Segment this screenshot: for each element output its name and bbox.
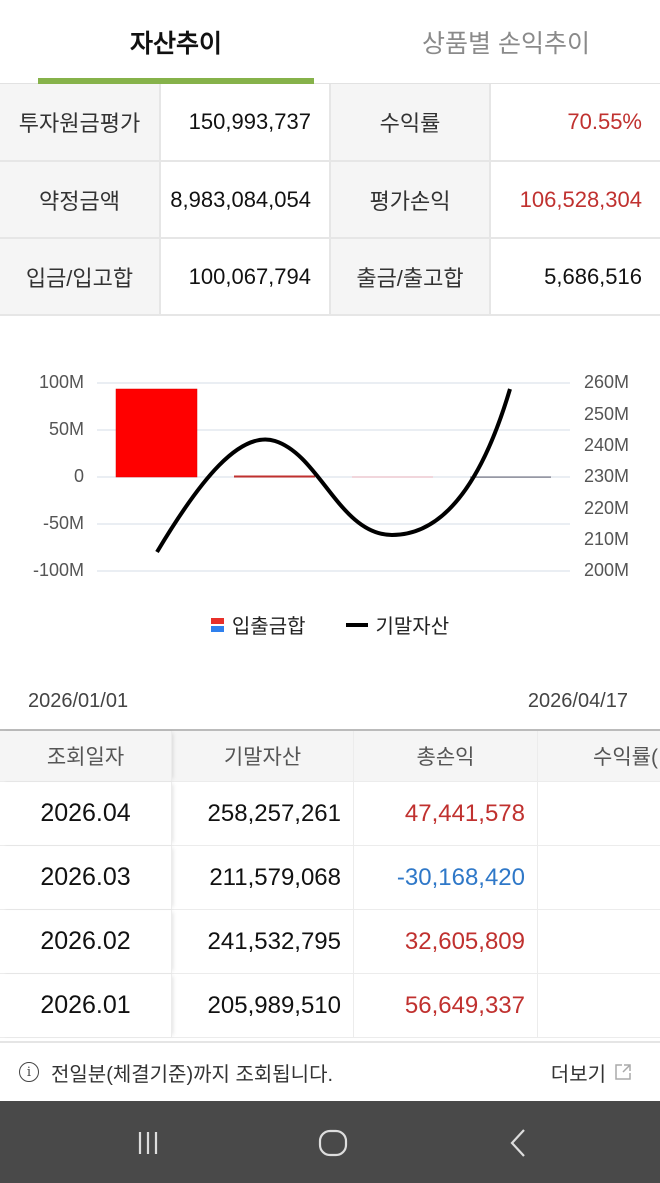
summary-table: 투자원금평가 150,993,737 수익률 70.55% 약정금액 8,983… — [0, 84, 660, 316]
cell-return-rate — [538, 974, 660, 1037]
y-right-tick: 240M — [584, 435, 630, 455]
cell-return-rate — [538, 910, 660, 973]
y-left-tick: 100M — [38, 372, 84, 392]
table-header-row: 조회일자 기말자산 총손익 수익률( — [0, 731, 660, 782]
y-right-tick: 220M — [584, 498, 630, 518]
summary-row: 약정금액 8,983,084,054 평가손익 106,528,304 — [0, 161, 660, 239]
summary-label: 출금/출고합 — [330, 238, 491, 316]
cell-ending-asset: 211,579,068 — [172, 846, 354, 909]
legend-label: 입출금합 — [231, 616, 306, 638]
home-button[interactable] — [313, 1125, 353, 1161]
summary-label: 평가손익 — [330, 161, 491, 239]
system-nav-bar — [0, 1101, 660, 1183]
summary-value: 8,983,084,054 — [160, 161, 331, 239]
more-label: 더보기 — [550, 1063, 606, 1086]
date-end: 2026/04/17 — [527, 690, 628, 712]
external-link-icon — [615, 1064, 631, 1080]
cell-ending-asset: 258,257,261 — [172, 782, 354, 845]
summary-value: 106,528,304 — [490, 161, 660, 239]
info-icon: i — [19, 1062, 39, 1082]
tab-asset-trend[interactable]: 자산추이 — [129, 29, 222, 58]
y-right-tick: 260M — [584, 372, 630, 392]
y-right-tick: 230M — [584, 466, 630, 486]
legend-item-deposit-withdraw[interactable]: 입출금합 — [210, 610, 306, 639]
summary-label: 투자원금평가 — [0, 84, 161, 162]
cell-return-rate — [538, 846, 660, 909]
recent-apps-icon — [138, 1132, 158, 1154]
y-right-tick: 210M — [584, 529, 630, 549]
legend-label: 기말자산 — [375, 616, 450, 638]
bar-2026-03 — [352, 476, 433, 478]
footer-note: i 전일분(체결기준)까지 조회됩니다. 더보기 — [0, 1041, 660, 1101]
cell-total-pnl: 47,441,578 — [354, 782, 538, 845]
summary-label: 입금/입고합 — [0, 238, 161, 316]
bar-2026-01 — [115, 388, 198, 478]
cell-date: 2026.01 — [0, 974, 172, 1037]
cell-date: 2026.03 — [0, 846, 172, 909]
summary-label: 수익률 — [330, 84, 491, 162]
table-row[interactable]: 2026.04 258,257,261 47,441,578 — [0, 782, 660, 846]
summary-label: 약정금액 — [0, 161, 161, 239]
ending-asset-line — [155, 388, 512, 554]
home-icon — [318, 1129, 348, 1157]
note-text: 전일분(체결기준)까지 조회됩니다. — [51, 1063, 334, 1086]
y-left-tick: 50M — [48, 419, 84, 439]
header-total-pnl[interactable]: 총손익 — [354, 731, 538, 781]
summary-value: 100,067,794 — [160, 238, 331, 316]
summary-value: 150,993,737 — [160, 84, 331, 162]
chart-legend: 입출금합 기말자산 — [0, 610, 660, 639]
summary-row: 투자원금평가 150,993,737 수익률 70.55% — [0, 84, 660, 162]
cell-date: 2026.04 — [0, 782, 172, 845]
bar-2026-04 — [470, 476, 551, 478]
cell-date: 2026.02 — [0, 910, 172, 973]
table-row[interactable]: 2026.01 205,989,510 56,649,337 — [0, 974, 660, 1038]
back-icon — [510, 1129, 525, 1157]
more-button[interactable]: 더보기 — [551, 1058, 632, 1087]
active-tab-indicator — [38, 78, 314, 84]
summary-row: 입금/입고합 100,067,794 출금/출고합 5,686,516 — [0, 238, 660, 316]
table-row[interactable]: 2026.02 241,532,795 32,605,809 — [0, 910, 660, 974]
chart-plot — [97, 382, 570, 572]
asset-trend-chart: 100M 50M 0 -50M -100M 260M 250M 240M 230… — [0, 330, 660, 670]
header-return-rate[interactable]: 수익률( — [593, 746, 658, 769]
table-row[interactable]: 2026.03 211,579,068 -30,168,420 — [0, 846, 660, 910]
header-date[interactable]: 조회일자 — [0, 731, 172, 781]
recent-apps-button[interactable] — [128, 1125, 168, 1161]
y-right-tick: 200M — [584, 560, 630, 580]
cell-total-pnl: 56,649,337 — [354, 974, 538, 1037]
back-button[interactable] — [498, 1125, 538, 1161]
cell-total-pnl: 32,605,809 — [354, 910, 538, 973]
summary-value: 5,686,516 — [490, 238, 660, 316]
header-ending-asset[interactable]: 기말자산 — [172, 731, 354, 781]
date-start: 2026/01/01 — [28, 690, 129, 712]
monthly-table: 조회일자 기말자산 총손익 수익률( 2026.04 258,257,261 4… — [0, 729, 660, 1038]
cell-ending-asset: 241,532,795 — [172, 910, 354, 973]
cell-ending-asset: 205,989,510 — [172, 974, 354, 1037]
cell-return-rate — [538, 782, 660, 845]
cell-total-pnl: -30,168,420 — [354, 846, 538, 909]
bar-2026-02 — [234, 475, 315, 478]
y-left-tick: -50M — [42, 513, 84, 533]
y-left-tick: 0 — [73, 466, 84, 486]
bar-swatch-icon — [210, 617, 224, 632]
line-swatch-icon — [345, 622, 368, 627]
summary-value: 70.55% — [490, 84, 660, 162]
tab-product-pnl-trend[interactable]: 상품별 손익추이 — [422, 29, 590, 58]
y-right-tick: 250M — [584, 404, 630, 424]
tab-bar: 자산추이 상품별 손익추이 — [0, 0, 660, 84]
legend-item-ending-asset[interactable]: 기말자산 — [345, 610, 450, 639]
y-left-tick: -100M — [32, 560, 84, 580]
